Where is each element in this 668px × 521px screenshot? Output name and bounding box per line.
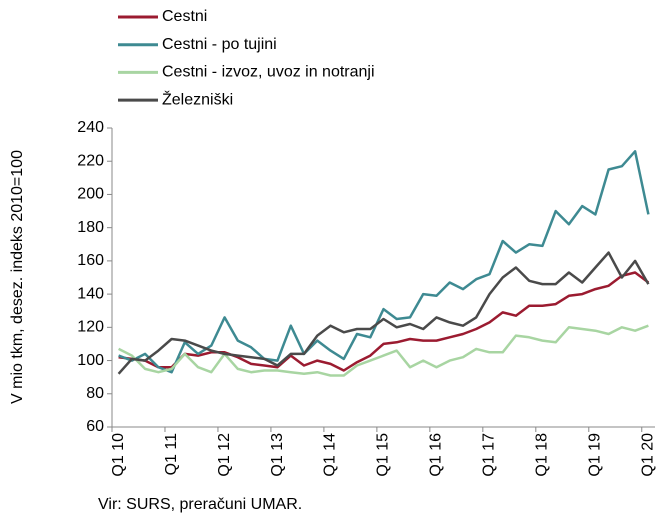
series-line xyxy=(118,271,650,372)
source: Vir: SURS, preračuni UMAR. xyxy=(98,496,302,513)
y-tick-label: 60 xyxy=(86,418,104,435)
x-tick-label: Q1 19 xyxy=(587,433,604,477)
legend-label: Cestni - po tujini xyxy=(162,36,277,53)
legend-label: Cestni - izvoz, uvoz in notranji xyxy=(162,64,375,81)
x-tick-label: Q1 12 xyxy=(216,433,233,477)
y-tick-label: 160 xyxy=(77,252,104,269)
x-tick-label: Q1 15 xyxy=(375,433,392,477)
series-line xyxy=(117,251,650,375)
x-tick-label: Q1 17 xyxy=(481,433,498,477)
x-tick-label: Q1 13 xyxy=(269,433,286,477)
y-tick-label: 200 xyxy=(77,186,104,203)
legend-label: Cestni xyxy=(162,8,207,25)
y-tick-label: 140 xyxy=(77,285,104,302)
y-tick-label: 180 xyxy=(77,219,104,236)
y-tick-label: 80 xyxy=(86,385,104,402)
y-tick-label: 220 xyxy=(77,152,104,169)
y-axis-label: V mio tkm, desez. indeks 2010=100 xyxy=(9,150,26,404)
x-tick-label: Q1 10 xyxy=(110,433,127,477)
series-line xyxy=(118,150,650,374)
x-tick-label: Q1 20 xyxy=(640,433,657,477)
x-tick-label: Q1 11 xyxy=(163,433,180,476)
y-tick-label: 240 xyxy=(77,119,104,136)
y-tick-label: 120 xyxy=(77,319,104,336)
x-tick-label: Q1 14 xyxy=(322,433,339,477)
series-line xyxy=(118,324,649,377)
y-tick-label: 100 xyxy=(77,352,104,369)
legend-label: Železniški xyxy=(162,89,233,108)
x-tick-label: Q1 18 xyxy=(534,433,551,477)
x-tick-label: Q1 16 xyxy=(428,433,445,477)
